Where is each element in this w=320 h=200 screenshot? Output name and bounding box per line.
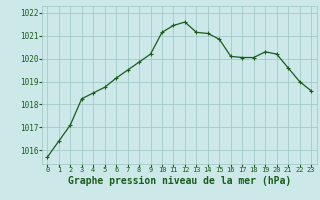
- X-axis label: Graphe pression niveau de la mer (hPa): Graphe pression niveau de la mer (hPa): [68, 176, 291, 186]
